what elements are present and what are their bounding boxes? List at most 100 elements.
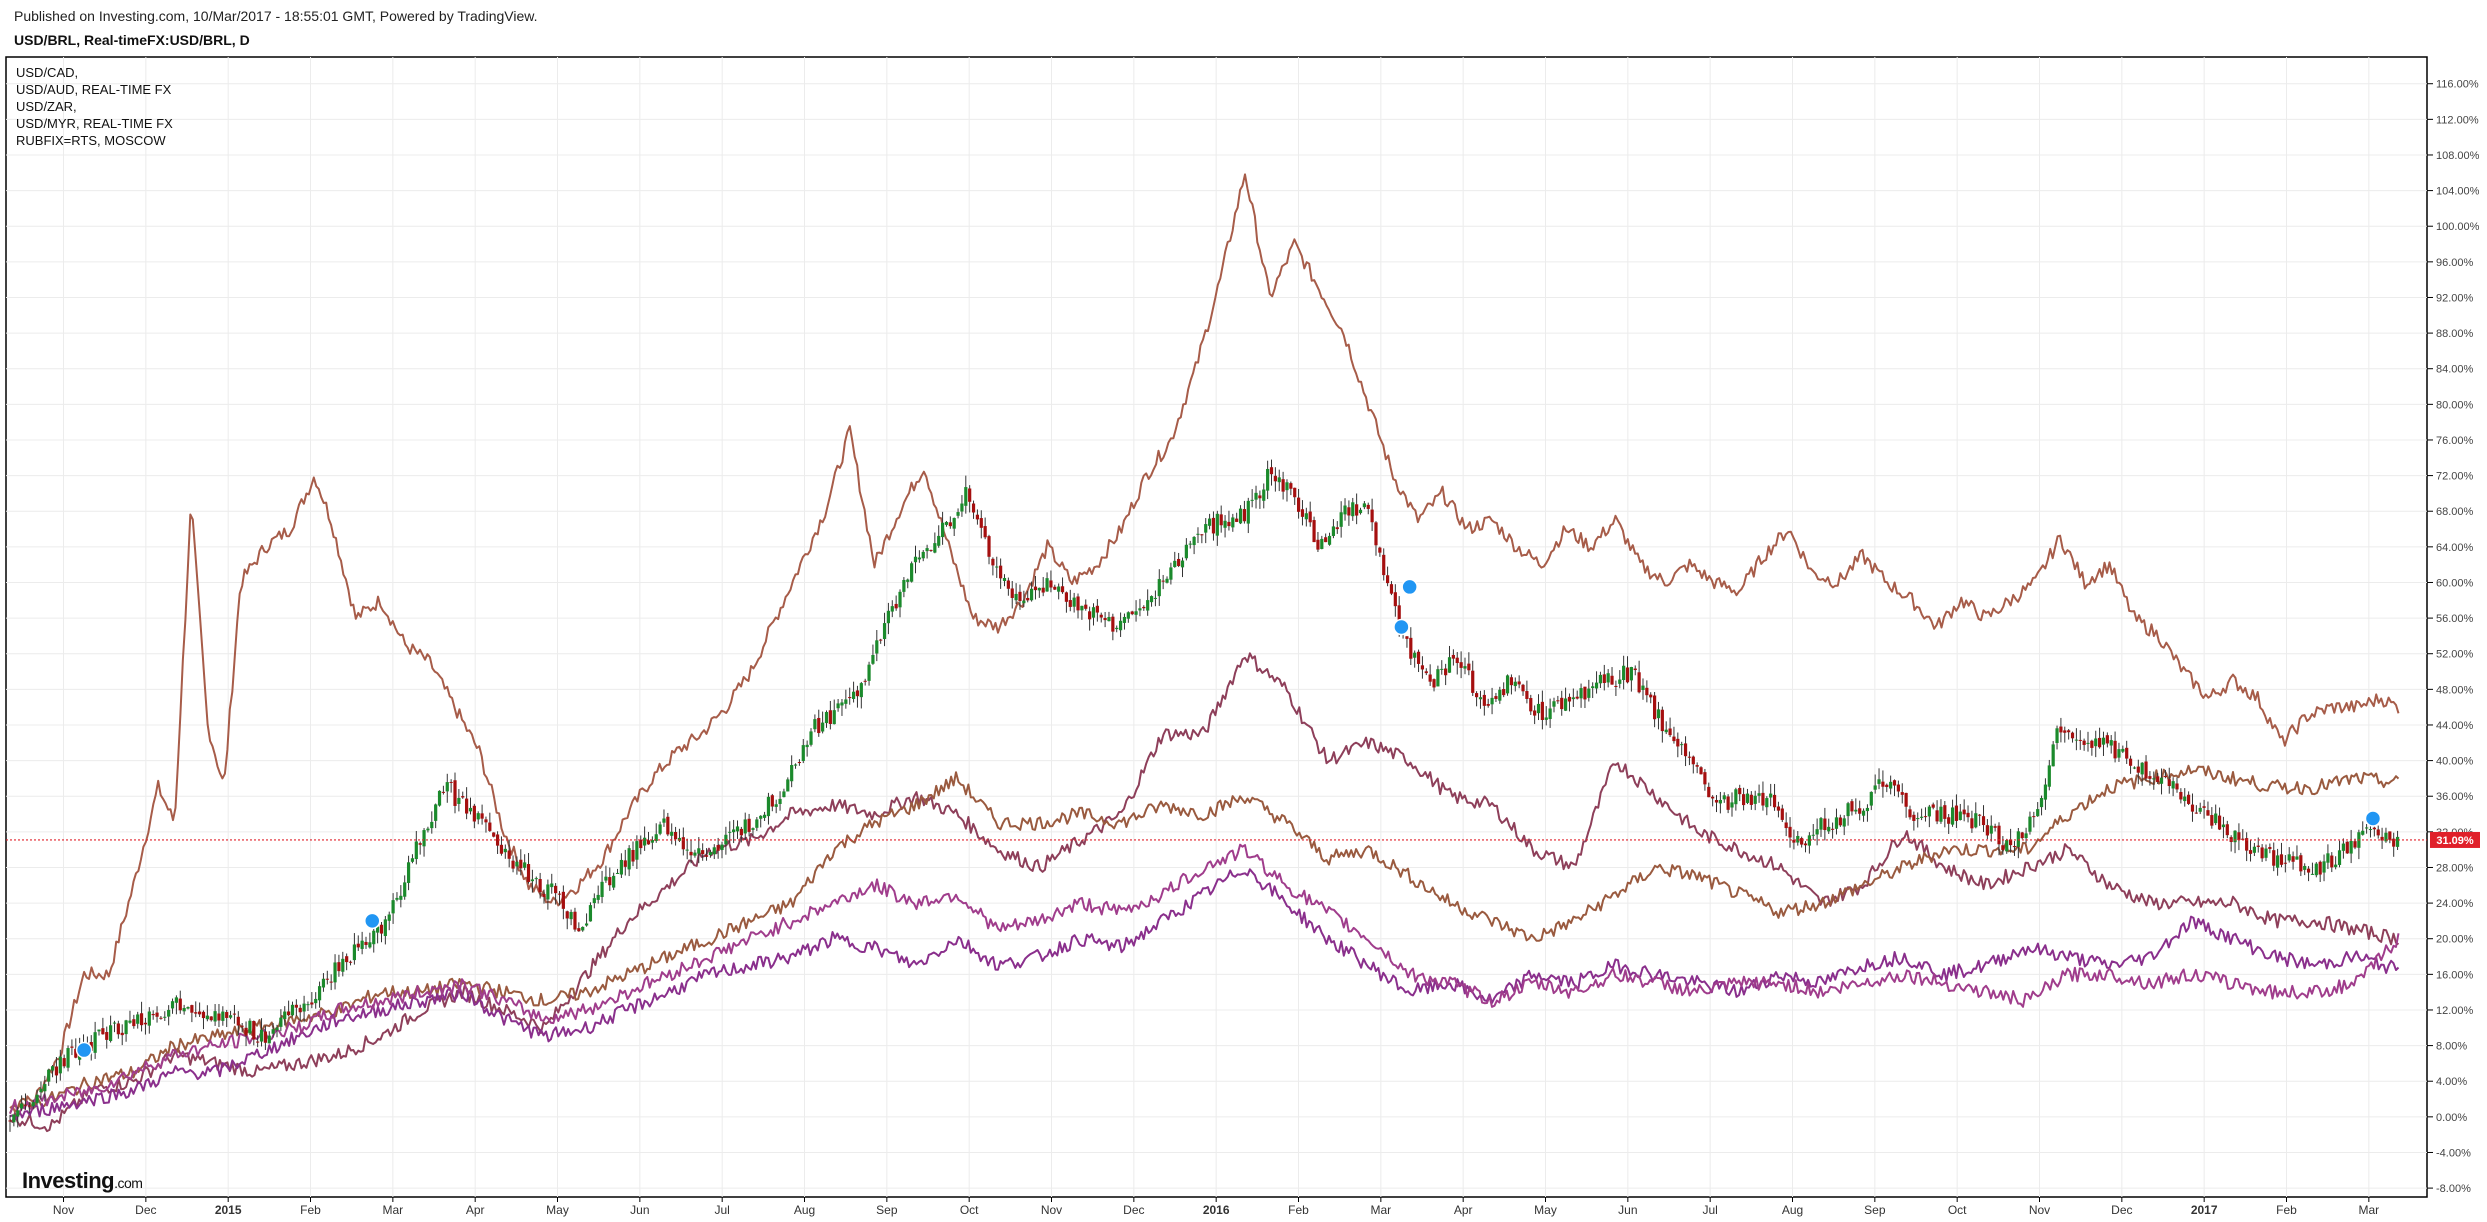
event-marker-icon	[75, 1041, 93, 1059]
candle-body	[817, 717, 821, 734]
candle-body	[1741, 794, 1746, 806]
candle-body	[1842, 818, 1846, 827]
x-tick-label: Feb	[2276, 1203, 2297, 1217]
candle-body	[178, 998, 182, 1011]
candle-body	[2063, 730, 2067, 733]
candle-body	[492, 832, 496, 837]
candle-body	[1858, 808, 1862, 814]
candle-body	[101, 1028, 105, 1035]
candle-body	[538, 879, 542, 893]
y-tick-label: 0.00%	[2436, 1112, 2467, 1124]
candle-body	[1238, 508, 1243, 524]
y-tick-label: 36.00%	[2436, 791, 2474, 803]
candle-body	[530, 879, 535, 882]
candle-body	[2210, 815, 2214, 826]
candle-body	[1525, 691, 1529, 699]
candle-body	[1471, 670, 1475, 693]
candle-body	[2082, 740, 2086, 745]
y-tick-label: 20.00%	[2436, 934, 2474, 946]
legend-item[interactable]: USD/MYR, REAL-TIME FX	[16, 116, 173, 131]
candle-body	[364, 941, 368, 945]
y-tick-label: 92.00%	[2436, 292, 2474, 304]
candle-body	[16, 1110, 20, 1117]
candle-body	[209, 1016, 213, 1021]
candle-body	[739, 828, 743, 836]
candle-body	[1494, 696, 1498, 699]
candle-body	[1854, 809, 1858, 812]
candle-body	[1788, 826, 1792, 838]
candle-body	[577, 928, 581, 932]
candle-body	[1420, 665, 1425, 670]
candle-body	[1370, 509, 1374, 523]
y-tick-label: 116.00%	[2436, 79, 2479, 91]
candle-body	[1026, 597, 1030, 601]
candle-body	[2009, 839, 2013, 846]
candle-body	[728, 831, 732, 833]
candle-body	[1057, 586, 1061, 592]
event-marker-icon	[1401, 578, 1418, 596]
candle-body	[1308, 511, 1312, 523]
candle-body	[2260, 847, 2264, 859]
candle-body	[228, 1015, 233, 1018]
candle-body	[1242, 509, 1247, 522]
candle-body	[1560, 697, 1564, 710]
candle-body	[1304, 513, 1308, 520]
candle-body	[2310, 873, 2315, 875]
candle-body	[2314, 863, 2318, 876]
y-tick-label: 4.00%	[2436, 1076, 2467, 1088]
candle-body	[2295, 856, 2299, 860]
candle-body	[1393, 592, 1397, 607]
brand-main: Investing	[22, 1168, 115, 1193]
candle-body	[1405, 636, 1409, 639]
candle-body	[1165, 578, 1169, 583]
candle-body	[1180, 560, 1185, 568]
x-tick-label: Mar	[2358, 1203, 2379, 1217]
candle-body	[697, 848, 701, 854]
candle-body	[240, 1025, 244, 1027]
candle-body	[1293, 487, 1297, 498]
candle-body	[317, 986, 322, 1001]
y-tick-label: 112.00%	[2436, 114, 2479, 126]
candle-body	[724, 834, 728, 845]
candle-body	[1130, 611, 1134, 615]
candle-body	[1834, 817, 1839, 829]
candle-body	[1803, 843, 1808, 846]
candle-body	[1869, 791, 1873, 806]
legend-item[interactable]: USD/AUD, REAL-TIME FX	[16, 82, 172, 97]
candle-body	[2187, 794, 2191, 804]
candle-body	[395, 897, 399, 900]
candle-body	[2299, 855, 2303, 872]
candle-body	[221, 1011, 225, 1021]
candle-body	[863, 680, 867, 682]
candle-body	[151, 1013, 155, 1016]
candle-body	[1505, 675, 1510, 694]
candle-body	[1687, 756, 1692, 758]
legend-item[interactable]: USD/ZAR,	[16, 99, 77, 114]
candle-body	[2206, 810, 2210, 816]
candle-body	[1022, 600, 1026, 604]
candle-body	[66, 1048, 70, 1068]
candle-body	[523, 862, 527, 868]
legend-item[interactable]: RUBFIX=RTS, MOSCOW	[16, 133, 166, 148]
candle-body	[693, 852, 697, 856]
legend-item[interactable]: USD/CAD,	[16, 65, 79, 80]
candle-body	[1091, 607, 1096, 618]
candle-body	[236, 1016, 240, 1026]
candle-body	[1416, 651, 1421, 664]
candle-body	[31, 1102, 35, 1107]
candle-body	[1436, 669, 1440, 687]
candle-body	[1637, 672, 1641, 693]
candle-body	[1645, 687, 1649, 696]
candle-body	[1757, 793, 1761, 796]
candle-body	[1567, 696, 1572, 702]
candle-body	[1707, 786, 1711, 798]
x-tick-label: Jul	[715, 1203, 730, 1217]
candle-body	[1981, 816, 1986, 826]
candle-body	[170, 1001, 175, 1009]
candle-body	[1683, 743, 1688, 757]
candle-body	[2190, 804, 2195, 812]
candle-body	[1134, 611, 1138, 615]
candle-body	[1254, 492, 1258, 500]
candle-body	[290, 1004, 295, 1016]
